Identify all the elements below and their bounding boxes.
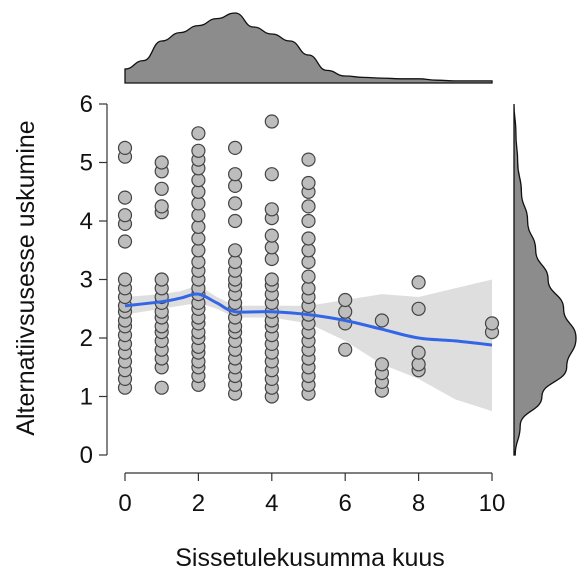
y-axis-title: Alternatiivsusesse uskumine (12, 120, 40, 435)
data-point (301, 243, 316, 258)
data-point (301, 152, 316, 167)
data-point (264, 228, 279, 243)
data-point (191, 231, 206, 246)
data-point (154, 380, 169, 395)
data-point (301, 254, 316, 270)
y-density-curve (513, 103, 577, 456)
data-point (191, 143, 206, 158)
data-point (191, 126, 206, 141)
data-point (411, 357, 426, 372)
data-point (154, 155, 169, 170)
x-axis: 0 2 4 6 8 10 (118, 472, 506, 517)
x-tick-label: 6 (339, 490, 352, 517)
data-point (411, 345, 426, 360)
data-point (228, 196, 243, 211)
confidence-band (125, 279, 492, 412)
data-point (228, 254, 243, 270)
data-point (154, 181, 169, 196)
data-point (301, 199, 316, 214)
data-point (374, 357, 389, 372)
data-point (374, 313, 389, 328)
data-point (411, 301, 426, 316)
data-point (301, 281, 316, 296)
data-point (117, 272, 133, 287)
y-axis: 0 1 2 3 4 5 6 (80, 91, 108, 469)
data-point (228, 167, 243, 182)
data-point (301, 269, 316, 284)
data-point (117, 234, 133, 249)
y-tick-label: 6 (80, 91, 93, 118)
data-point (264, 114, 279, 129)
data-point (154, 199, 169, 214)
x-tick-label: 8 (412, 490, 425, 517)
data-point (228, 178, 243, 193)
data-point (191, 184, 206, 199)
x-tick-label: 4 (265, 490, 278, 517)
plot-area (117, 114, 500, 412)
data-point (228, 243, 243, 258)
x-tick-label: 0 (118, 490, 131, 517)
y-tick-label: 1 (80, 384, 93, 411)
data-point (338, 292, 353, 308)
data-point (191, 173, 206, 188)
data-point (228, 213, 243, 229)
data-point (191, 254, 206, 270)
data-point (117, 208, 133, 223)
data-point (301, 213, 316, 229)
smooth-line (124, 292, 493, 347)
data-point (264, 240, 279, 255)
y-tick-label: 4 (80, 208, 93, 235)
data-point (264, 272, 279, 287)
data-point (117, 140, 133, 155)
data-point (264, 167, 279, 182)
data-point (338, 304, 353, 319)
data-point (264, 251, 279, 267)
scatter-points (117, 114, 500, 404)
data-point (228, 140, 243, 155)
x-density-curve (124, 12, 493, 84)
data-point (338, 342, 353, 357)
x-tick-label: 10 (479, 490, 506, 517)
y-tick-label: 2 (80, 325, 93, 352)
data-point (484, 316, 500, 331)
data-point (411, 275, 426, 290)
x-axis-title: Sissetulekusumma kuus (175, 544, 445, 572)
data-point (264, 202, 279, 217)
data-point (191, 208, 206, 223)
data-point (301, 231, 316, 246)
data-point (154, 272, 169, 287)
y-tick-label: 3 (80, 267, 93, 294)
y-tick-label: 5 (80, 150, 93, 177)
data-point (191, 243, 206, 258)
data-point (301, 175, 316, 191)
data-point (117, 190, 133, 205)
y-tick-label: 0 (80, 442, 93, 469)
x-tick-label: 2 (192, 490, 205, 517)
